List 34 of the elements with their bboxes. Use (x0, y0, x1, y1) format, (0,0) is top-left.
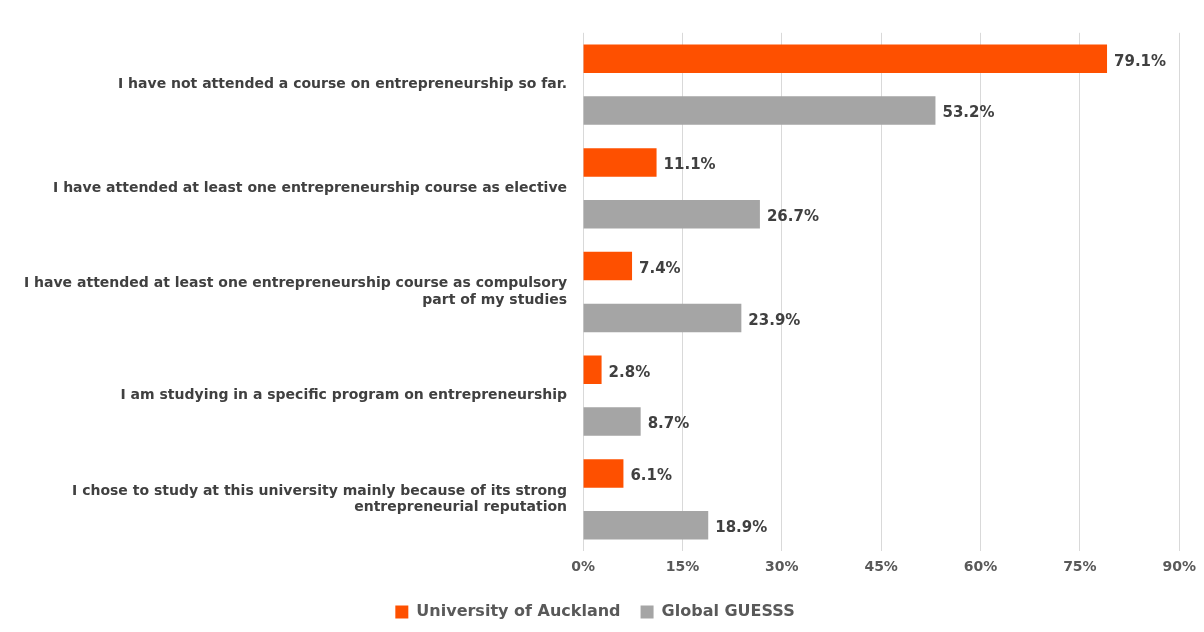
y-tick-label: I have attended at least one entrepreneurship course as compulsory part of my studies (24, 274, 568, 308)
x-tick-label: 15% (665, 558, 700, 575)
bar (583, 303, 742, 333)
data-label: 7.4% (639, 258, 681, 277)
bar (583, 96, 936, 125)
data-label: 8.7% (647, 414, 690, 433)
x-tick-label: 45% (864, 558, 898, 575)
bar (583, 407, 641, 436)
x-tick-label: 0% (571, 558, 595, 575)
legend-label: Global GUESSS (661, 601, 795, 621)
legend-label: University of Auckland (416, 601, 621, 621)
data-label: 11.1% (663, 155, 716, 174)
bar (583, 459, 624, 488)
data-label: 6.1% (630, 466, 673, 485)
y-tick-label: I have not attended a course on entrepreneurship so far. (118, 75, 568, 92)
bar (583, 511, 709, 540)
data-label: 53.2% (942, 103, 995, 122)
y-tick-label: I am studying in a specific program on entrepreneurship (120, 386, 568, 403)
x-tick-label: 60% (963, 558, 998, 575)
data-label: 79.1% (1114, 51, 1167, 70)
bar (583, 148, 657, 177)
data-label: 23.9% (748, 310, 801, 329)
bar (583, 44, 1108, 73)
x-tick-label: 90% (1162, 558, 1196, 575)
y-tick-label: I have attended at least one entrepreneurship course as elective (53, 178, 568, 195)
bar (583, 251, 633, 281)
data-label: 26.7% (766, 207, 819, 226)
y-tick-label: I chose to study at this university mainly because of its strong entrepreneurial reputation (72, 481, 568, 515)
x-tick-label: 75% (1063, 558, 1097, 575)
bar (583, 199, 760, 229)
bar (583, 355, 602, 385)
data-label: 2.8% (608, 362, 651, 381)
data-label: 18.9% (715, 518, 768, 537)
x-tick-label: 30% (765, 558, 799, 575)
